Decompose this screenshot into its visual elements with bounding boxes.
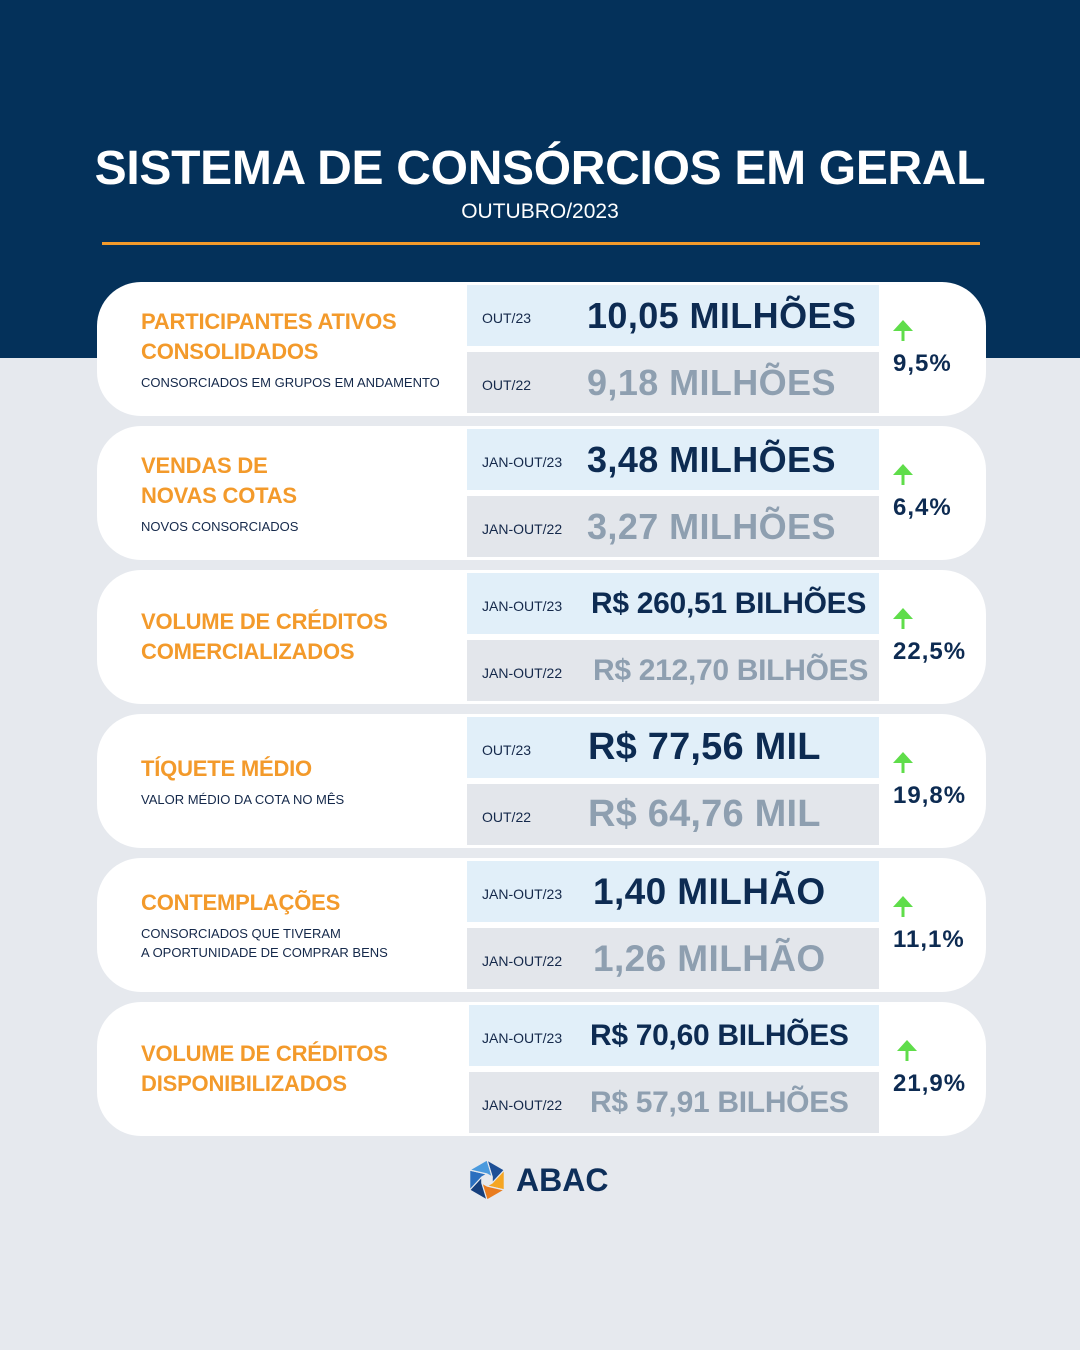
stat-description: A OPORTUNIDADE DE COMPRAR BENS (141, 945, 388, 960)
current-period-label: JAN-OUT/23 (482, 886, 563, 902)
stat-card-creditos-comercializados: VOLUME DE CRÉDITOS COMERCIALIZADOS JAN-O… (97, 570, 986, 704)
current-period-label: OUT/23 (482, 310, 532, 326)
change-percentage: 11,1% (893, 926, 965, 953)
previous-period-label: JAN-OUT/22 (482, 1097, 563, 1113)
stat-title: PARTICIPANTES ATIVOS (141, 308, 397, 334)
previous-period-row: OUT/22 R$ 64,76 MIL (467, 784, 879, 845)
previous-period-label: JAN-OUT/22 (482, 521, 563, 537)
current-period-row: JAN-OUT/23 R$ 70,60 BILHÕES (469, 1005, 879, 1066)
previous-period-row: JAN-OUT/22 1,26 MILHÃO (467, 928, 879, 989)
stat-title: CONSOLIDADOS (141, 338, 319, 364)
previous-period-label: JAN-OUT/22 (482, 665, 563, 681)
stat-label-block: VENDAS DE NOVAS COTAS NOVOS CONSORCIADOS (141, 426, 463, 560)
stat-title: VOLUME DE CRÉDITOS (141, 609, 388, 634)
previous-period-value: 3,27 MILHÕES (587, 506, 836, 547)
stat-description: CONSORCIADOS QUE TIVERAM (141, 926, 341, 941)
up-arrow-icon (893, 320, 913, 341)
stat-title: DISPONIBILIZADOS (141, 1071, 347, 1096)
stat-title: VENDAS DE (141, 452, 268, 478)
page-subtitle: OUTUBRO/2023 (461, 200, 619, 223)
change-block: 22,5% (893, 570, 966, 704)
stat-title: VOLUME DE CRÉDITOS (141, 1041, 388, 1066)
abac-logo: ABAC (466, 1158, 608, 1202)
current-period-label: OUT/23 (482, 742, 532, 758)
change-percentage: 9,5% (893, 350, 952, 377)
previous-period-value: 1,26 MILHÃO (593, 938, 826, 979)
previous-period-row: JAN-OUT/22 3,27 MILHÕES (467, 496, 879, 557)
current-period-value: R$ 260,51 BILHÕES (591, 587, 867, 620)
stat-description: NOVOS CONSORCIADOS (141, 518, 299, 534)
change-block: 9,5% (893, 282, 952, 416)
up-arrow-icon (893, 896, 913, 917)
current-period-row: JAN-OUT/23 R$ 260,51 BILHÕES (467, 573, 879, 634)
previous-period-row: JAN-OUT/22 R$ 212,70 BILHÕES (467, 640, 879, 701)
current-period-row: JAN-OUT/23 3,48 MILHÕES (467, 429, 879, 490)
change-percentage: 19,8% (893, 782, 967, 809)
stat-card-participantes-ativos: PARTICIPANTES ATIVOS CONSOLIDADOS CONSOR… (97, 282, 986, 416)
current-period-row: OUT/23 10,05 MILHÕES (467, 285, 879, 346)
stat-label-block: VOLUME DE CRÉDITOS COMERCIALIZADOS (141, 570, 463, 704)
stat-label-block: PARTICIPANTES ATIVOS CONSOLIDADOS CONSOR… (141, 282, 463, 416)
stat-title: CONTEMPLAÇÕES (141, 890, 341, 915)
change-block: 19,8% (893, 714, 966, 848)
current-period-value: R$ 77,56 MIL (588, 726, 821, 768)
current-period-value: 10,05 MILHÕES (587, 295, 857, 336)
previous-period-label: OUT/22 (482, 809, 532, 825)
current-period-label: JAN-OUT/23 (482, 598, 563, 614)
previous-period-row: JAN-OUT/22 R$ 57,91 BILHÕES (469, 1072, 879, 1133)
up-arrow-icon (893, 464, 913, 485)
change-percentage: 21,9% (893, 1070, 967, 1097)
previous-period-value: R$ 212,70 BILHÕES (593, 654, 869, 687)
current-period-row: OUT/23 R$ 77,56 MIL (467, 717, 879, 778)
previous-period-value: R$ 64,76 MIL (588, 793, 821, 835)
abac-logo-icon (469, 1159, 505, 1201)
current-period-value: 3,48 MILHÕES (587, 439, 836, 480)
stat-label-block: CONTEMPLAÇÕES CONSORCIADOS QUE TIVERAM A… (141, 858, 463, 992)
stat-title: NOVAS COTAS (141, 482, 297, 508)
stat-card-creditos-disponibilizados: VOLUME DE CRÉDITOS DISPONIBILIZADOS JAN-… (97, 1002, 986, 1136)
stat-card-tiquete-medio: TÍQUETE MÉDIO VALOR MÉDIO DA COTA NO MÊS… (97, 714, 986, 848)
stat-label-block: TÍQUETE MÉDIO VALOR MÉDIO DA COTA NO MÊS (141, 714, 463, 848)
change-block: 11,1% (893, 858, 965, 992)
page-title: SISTEMA DE CONSÓRCIOS EM GERAL (94, 142, 986, 195)
stat-description: VALOR MÉDIO DA COTA NO MÊS (141, 791, 345, 807)
up-arrow-icon (893, 608, 913, 629)
stat-card-contemplacoes: CONTEMPLAÇÕES CONSORCIADOS QUE TIVERAM A… (97, 858, 986, 992)
current-period-row: JAN-OUT/23 1,40 MILHÃO (467, 861, 879, 922)
change-block: 21,9% (893, 1002, 966, 1136)
stat-label-block: VOLUME DE CRÉDITOS DISPONIBILIZADOS (141, 1002, 463, 1136)
stat-description: CONSORCIADOS EM GRUPOS EM ANDAMENTO (141, 374, 440, 390)
header-divider (102, 242, 980, 245)
up-arrow-icon (893, 752, 913, 773)
stat-card-vendas-novas-cotas: VENDAS DE NOVAS COTAS NOVOS CONSORCIADOS… (97, 426, 986, 560)
abac-logo-text: ABAC (516, 1162, 609, 1198)
stat-title: COMERCIALIZADOS (141, 639, 355, 664)
current-period-value: 1,40 MILHÃO (593, 871, 826, 912)
up-arrow-icon (897, 1040, 917, 1061)
stat-title: TÍQUETE MÉDIO (141, 755, 312, 781)
previous-period-label: OUT/22 (482, 377, 532, 393)
change-block: 6,4% (893, 426, 952, 560)
previous-period-row: OUT/22 9,18 MILHÕES (467, 352, 879, 413)
current-period-value: R$ 70,60 BILHÕES (590, 1019, 849, 1052)
previous-period-value: R$ 57,91 BILHÕES (590, 1086, 849, 1119)
current-period-label: JAN-OUT/23 (482, 1030, 563, 1046)
previous-period-value: 9,18 MILHÕES (587, 362, 836, 403)
change-percentage: 6,4% (893, 494, 952, 521)
change-percentage: 22,5% (893, 638, 967, 665)
previous-period-label: JAN-OUT/22 (482, 953, 563, 969)
current-period-label: JAN-OUT/23 (482, 454, 563, 470)
